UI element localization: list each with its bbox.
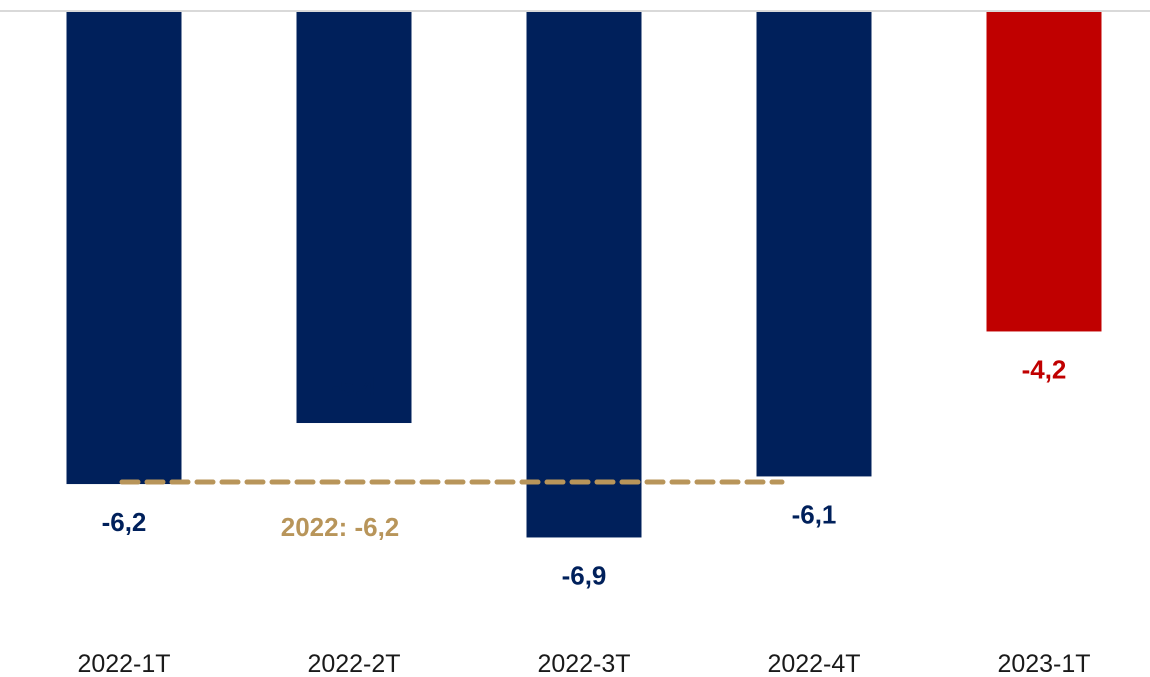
bar-2022-4T [756, 11, 872, 477]
value-label-2022-2T: -5,4 [332, 371, 377, 401]
reference-line-label: 2022: -6,2 [281, 512, 400, 542]
tick-label-2022-4T: 2022-4T [767, 650, 860, 677]
value-label-2022-1T: -6,2 [102, 507, 147, 537]
tick-label-2022-1T: 2022-1T [77, 650, 170, 677]
tick-label-2023-1T: 2023-1T [997, 650, 1090, 677]
bar-2023-1T [986, 11, 1102, 332]
tick-label-2022-2T: 2022-2T [307, 650, 400, 677]
bars [66, 11, 1102, 538]
bar-2022-2T [296, 11, 412, 424]
value-label-2023-1T: -4,2 [1022, 354, 1067, 384]
value-label-2022-3T: -6,9 [562, 560, 607, 590]
value-label-2022-4T: -6,1 [792, 499, 837, 529]
bar-2022-1T [66, 11, 182, 485]
tick-label-2022-3T: 2022-3T [537, 650, 630, 677]
bar-2022-3T [526, 11, 642, 538]
x-axis-tick-labels: 2022-1T 2022-2T 2022-3T 2022-4T 2023-1T [77, 650, 1090, 677]
value-labels: -6,2 -5,4 -6,9 -6,1 -4,2 [102, 354, 1067, 590]
